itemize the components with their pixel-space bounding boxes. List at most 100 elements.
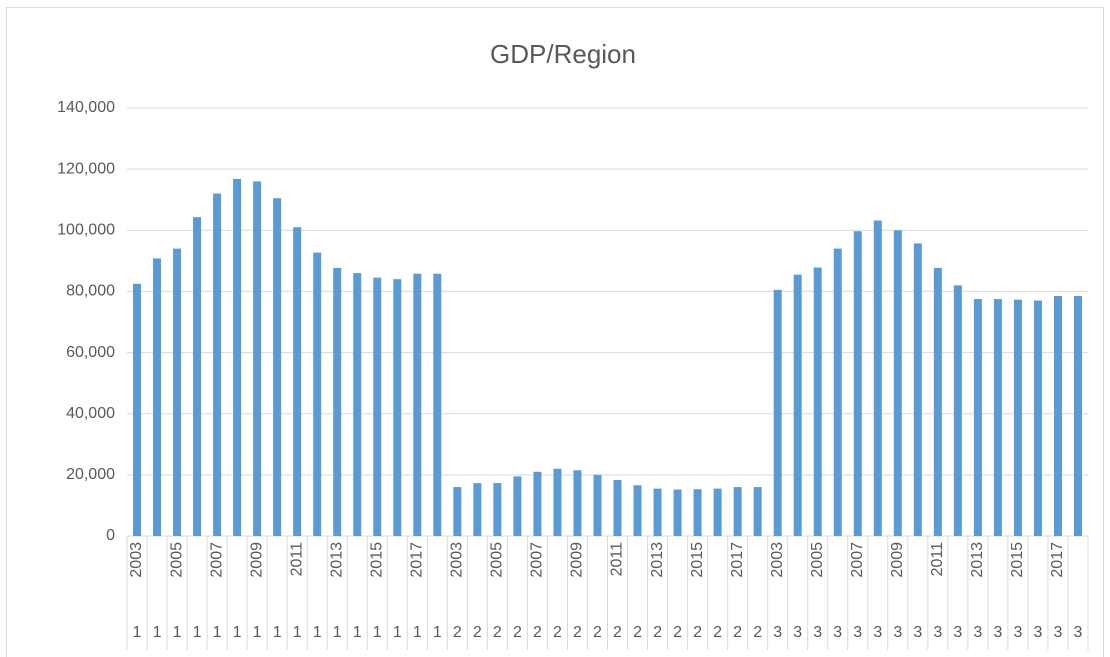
x-group-label: 2 bbox=[493, 624, 502, 641]
bar bbox=[413, 273, 422, 536]
bar bbox=[853, 231, 862, 536]
bar bbox=[653, 488, 662, 536]
x-tick-label: 2007 bbox=[529, 542, 546, 578]
x-group-label: 2 bbox=[673, 624, 682, 641]
x-group-label: 3 bbox=[893, 624, 902, 641]
bar bbox=[613, 480, 622, 536]
x-group-label: 2 bbox=[453, 624, 462, 641]
x-group-label: 3 bbox=[953, 624, 962, 641]
x-group-label: 1 bbox=[173, 624, 182, 641]
bar bbox=[173, 248, 182, 536]
x-group-label: 3 bbox=[773, 624, 782, 641]
bar bbox=[293, 227, 302, 536]
x-group-label: 3 bbox=[1054, 624, 1063, 641]
bar bbox=[773, 289, 782, 536]
y-tick-label: 80,000 bbox=[66, 283, 115, 300]
bar bbox=[1013, 299, 1022, 536]
y-tick-label: 20,000 bbox=[66, 466, 115, 483]
x-tick-label: 2011 bbox=[929, 542, 946, 577]
x-group-label: 3 bbox=[973, 624, 982, 641]
bar bbox=[153, 258, 162, 536]
x-group-label: 2 bbox=[533, 624, 542, 641]
bar bbox=[933, 267, 942, 536]
x-group-label: 1 bbox=[273, 624, 282, 641]
x-group-label: 2 bbox=[513, 624, 522, 641]
bar bbox=[353, 273, 362, 536]
x-group-label: 1 bbox=[393, 624, 402, 641]
x-group-label: 2 bbox=[573, 624, 582, 641]
bar bbox=[953, 285, 962, 536]
bar bbox=[473, 483, 482, 536]
bar bbox=[973, 299, 982, 536]
x-tick-label: 2005 bbox=[168, 542, 185, 578]
x-tick-label: 2007 bbox=[849, 542, 866, 578]
x-group-label: 3 bbox=[933, 624, 942, 641]
x-group-label: 2 bbox=[713, 624, 722, 641]
bar bbox=[593, 474, 602, 536]
x-tick-label: 2013 bbox=[328, 542, 345, 578]
bar bbox=[453, 487, 462, 536]
bar bbox=[513, 476, 522, 536]
x-group-label: 1 bbox=[253, 624, 262, 641]
x-group-label: 2 bbox=[613, 624, 622, 641]
y-tick-label: 100,000 bbox=[57, 222, 115, 239]
bar bbox=[233, 178, 242, 536]
x-tick-label: 2015 bbox=[1009, 542, 1026, 578]
x-group-label: 2 bbox=[753, 624, 762, 641]
x-tick-label: 2005 bbox=[489, 542, 506, 578]
x-group-label: 1 bbox=[353, 624, 362, 641]
x-group-label: 1 bbox=[233, 624, 242, 641]
bar bbox=[393, 279, 402, 536]
bar bbox=[493, 483, 502, 536]
x-group-label: 3 bbox=[813, 624, 822, 641]
x-group-label: 3 bbox=[1013, 624, 1022, 641]
bar bbox=[633, 485, 642, 536]
x-group-label: 2 bbox=[473, 624, 482, 641]
x-tick-label: 2013 bbox=[649, 542, 666, 578]
x-tick-label: 2003 bbox=[128, 542, 145, 578]
x-group-label: 1 bbox=[193, 624, 202, 641]
x-tick-label: 2015 bbox=[689, 542, 706, 578]
y-tick-label: 60,000 bbox=[66, 344, 115, 361]
bar bbox=[893, 230, 902, 537]
x-tick-label: 2017 bbox=[409, 542, 426, 578]
x-group-label: 3 bbox=[1033, 624, 1042, 641]
bar bbox=[793, 274, 802, 536]
y-tick-label: 140,000 bbox=[57, 99, 115, 116]
bar bbox=[433, 273, 442, 536]
bar bbox=[1073, 296, 1082, 536]
x-group-label: 1 bbox=[153, 624, 162, 641]
x-group-label: 1 bbox=[213, 624, 222, 641]
x-group-label: 3 bbox=[793, 624, 802, 641]
x-group-label: 3 bbox=[873, 624, 882, 641]
x-group-label: 1 bbox=[413, 624, 422, 641]
bar bbox=[373, 277, 382, 536]
x-group-label: 2 bbox=[653, 624, 662, 641]
x-tick-label: 2005 bbox=[809, 542, 826, 578]
x-tick-label: 2017 bbox=[729, 542, 746, 578]
x-group-label: 2 bbox=[633, 624, 642, 641]
x-group-label: 1 bbox=[313, 624, 322, 641]
x-group-label: 1 bbox=[373, 624, 382, 641]
bar bbox=[313, 252, 322, 537]
bar bbox=[533, 471, 542, 536]
x-tick-label: 2015 bbox=[368, 542, 385, 578]
x-group-label: 2 bbox=[593, 624, 602, 641]
bar bbox=[713, 488, 722, 536]
x-group-label: 3 bbox=[993, 624, 1002, 641]
x-tick-label: 2009 bbox=[569, 542, 586, 578]
x-group-label: 3 bbox=[913, 624, 922, 641]
x-group-label: 1 bbox=[333, 624, 342, 641]
bar bbox=[993, 299, 1002, 536]
bar bbox=[273, 198, 282, 536]
bar bbox=[1033, 300, 1042, 536]
bar bbox=[913, 243, 922, 536]
bar bbox=[333, 267, 342, 536]
x-tick-label: 2011 bbox=[288, 542, 305, 577]
chart-title: GDP/Region bbox=[490, 39, 636, 69]
bar bbox=[213, 193, 222, 536]
x-tick-label: 2011 bbox=[609, 542, 626, 577]
bar bbox=[573, 470, 582, 536]
y-tick-label: 40,000 bbox=[66, 405, 115, 422]
